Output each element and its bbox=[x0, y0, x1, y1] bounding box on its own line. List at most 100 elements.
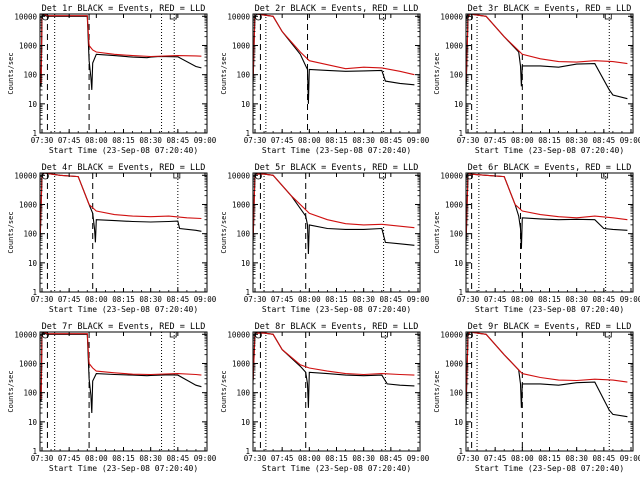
series-lld bbox=[253, 173, 415, 237]
x-tick-label: 07:30 bbox=[457, 136, 480, 145]
y-tick-label: 100 bbox=[449, 230, 463, 239]
plot-frame bbox=[39, 331, 208, 452]
y-tick-label: 100 bbox=[449, 389, 463, 398]
saturation-mark bbox=[379, 13, 386, 20]
panel-title: Det 4r BLACK = Events, RED = LLD bbox=[42, 163, 206, 173]
saturation-mark bbox=[379, 172, 386, 179]
y-tick-label: 100 bbox=[23, 230, 37, 239]
x-tick-label: 08:30 bbox=[352, 295, 375, 304]
series-events bbox=[466, 173, 628, 249]
y-axis-label: Counts/sec bbox=[220, 370, 228, 412]
y-tick-label: 10000 bbox=[14, 171, 37, 180]
y-tick-label: 1000 bbox=[445, 41, 464, 50]
panel-title: Det 7r BLACK = Events, RED = LLD bbox=[42, 322, 206, 332]
x-tick-label: 07:45 bbox=[484, 295, 507, 304]
x-tick-label: 08:45 bbox=[593, 136, 616, 145]
saturation-mark bbox=[380, 331, 388, 338]
y-tick-label: 10 bbox=[241, 418, 251, 427]
x-tick-label: 08:45 bbox=[593, 454, 616, 463]
x-tick-label: 08:15 bbox=[325, 454, 348, 463]
panel-title: Det 5r BLACK = Events, RED = LLD bbox=[255, 163, 419, 173]
saturation-mark bbox=[601, 172, 609, 179]
x-axis-label: Start Time (23-Sep-08 07:20:40) bbox=[475, 464, 624, 473]
x-tick-label: 07:45 bbox=[484, 454, 507, 463]
x-axis-label: Start Time (23-Sep-08 07:20:40) bbox=[49, 146, 198, 155]
panel-det-4: 1 10 100 1000 10000 07:30 07:45 08:00 08:15 08:30… bbox=[7, 163, 217, 314]
event-markers bbox=[259, 14, 385, 133]
x-axis-label: Start Time (23-Sep-08 07:20:40) bbox=[475, 305, 624, 314]
x-tick-label: 09:00 bbox=[620, 454, 640, 463]
y-tick-label: 10 bbox=[28, 100, 38, 109]
y-tick-label: 1000 bbox=[445, 200, 464, 209]
y-tick-label: 10000 bbox=[227, 171, 250, 180]
panel-det-9: 1 10 100 1000 10000 07:30 07:45 08:00 08:15 08:30… bbox=[433, 322, 640, 473]
x-tick-label: 08:45 bbox=[380, 295, 403, 304]
saturation-mark bbox=[604, 331, 612, 338]
y-axis-label: Counts/sec bbox=[7, 370, 15, 412]
x-tick-label: 08:15 bbox=[538, 454, 561, 463]
x-tick-label: 08:00 bbox=[298, 454, 321, 463]
y-tick-label: 1000 bbox=[445, 359, 464, 368]
x-tick-label: 07:30 bbox=[244, 136, 267, 145]
series-events bbox=[253, 14, 415, 104]
x-tick-label: 07:45 bbox=[58, 136, 81, 145]
event-markers bbox=[471, 332, 610, 451]
x-tick-label: 08:00 bbox=[85, 454, 108, 463]
y-tick-label: 100 bbox=[449, 71, 463, 80]
y-tick-label: 1000 bbox=[19, 41, 38, 50]
y-tick-label: 10000 bbox=[14, 12, 37, 21]
x-tick-label: 09:00 bbox=[194, 136, 217, 145]
y-tick-label: 10000 bbox=[440, 12, 463, 21]
y-tick-label: 1000 bbox=[232, 41, 251, 50]
y-tick-label: 1000 bbox=[19, 359, 38, 368]
panel-det-6: 1 10 100 1000 10000 07:30 07:45 08:00 08:15 08:30… bbox=[433, 163, 640, 314]
x-tick-label: 07:30 bbox=[457, 454, 480, 463]
y-axis-label: Counts/sec bbox=[7, 52, 15, 94]
x-tick-label: 08:15 bbox=[112, 295, 135, 304]
plot-frame bbox=[465, 13, 634, 134]
x-axis-label: Start Time (23-Sep-08 07:20:40) bbox=[262, 464, 411, 473]
x-tick-label: 08:45 bbox=[380, 136, 403, 145]
x-tick-label: 07:45 bbox=[271, 295, 294, 304]
y-tick-label: 1 bbox=[32, 129, 37, 138]
series-events bbox=[40, 14, 202, 90]
panel-det-8: 1 10 100 1000 10000 07:30 07:45 08:00 08:15 08:30… bbox=[220, 322, 430, 473]
y-axis-label: Counts/sec bbox=[7, 211, 15, 253]
panel-det-1: 1 10 100 1000 10000 07:30 07:45 08:00 08:15 08:30… bbox=[7, 4, 217, 155]
y-tick-label: 10000 bbox=[14, 330, 37, 339]
x-axis-label: Start Time (23-Sep-08 07:20:40) bbox=[262, 146, 411, 155]
x-tick-label: 09:00 bbox=[407, 454, 430, 463]
y-tick-label: 1000 bbox=[232, 359, 251, 368]
x-tick-label: 08:00 bbox=[298, 295, 321, 304]
plot-frame bbox=[252, 13, 421, 134]
y-axis-label: Counts/sec bbox=[433, 211, 441, 253]
y-tick-label: 1 bbox=[245, 447, 250, 456]
x-tick-label: 08:15 bbox=[112, 454, 135, 463]
y-tick-label: 1 bbox=[32, 447, 37, 456]
series-lld bbox=[40, 14, 202, 84]
x-tick-label: 09:00 bbox=[407, 136, 430, 145]
x-tick-label: 07:30 bbox=[244, 454, 267, 463]
plot-frame bbox=[465, 331, 634, 452]
x-axis-label: Start Time (23-Sep-08 07:20:40) bbox=[475, 146, 624, 155]
series-events bbox=[253, 173, 415, 255]
series-lld bbox=[466, 332, 628, 400]
series-lld bbox=[466, 14, 628, 82]
x-tick-label: 08:45 bbox=[593, 295, 616, 304]
y-tick-label: 10 bbox=[454, 259, 464, 268]
saturation-mark bbox=[169, 13, 177, 20]
series-lld bbox=[253, 14, 415, 78]
series-lld bbox=[40, 173, 202, 237]
series-lld bbox=[253, 332, 415, 380]
panel-title: Det 3r BLACK = Events, RED = LLD bbox=[468, 4, 632, 14]
y-tick-label: 10 bbox=[241, 100, 251, 109]
panel-title: Det 1r BLACK = Events, RED = LLD bbox=[42, 4, 206, 14]
event-markers bbox=[259, 173, 385, 292]
y-tick-label: 100 bbox=[23, 389, 37, 398]
x-tick-label: 08:45 bbox=[380, 454, 403, 463]
y-tick-label: 10 bbox=[28, 418, 38, 427]
x-tick-label: 09:00 bbox=[194, 295, 217, 304]
y-axis-label: Counts/sec bbox=[220, 211, 228, 253]
x-tick-label: 08:00 bbox=[511, 295, 534, 304]
